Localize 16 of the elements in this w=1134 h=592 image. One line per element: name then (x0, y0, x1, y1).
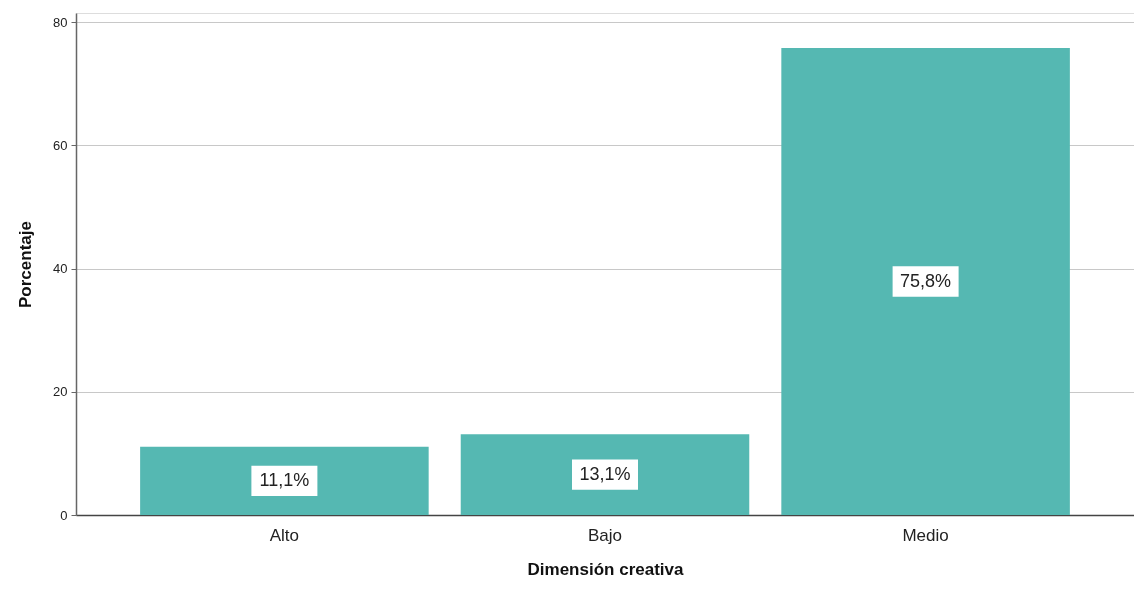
y-tick-label: 20 (53, 384, 68, 400)
y-tick-label: 60 (53, 137, 68, 153)
x-tick-label: Medio (902, 525, 949, 545)
x-tick-label: Alto (269, 525, 300, 545)
y-axis-title: Porcentaje (16, 221, 36, 308)
bar (781, 48, 1070, 515)
x-tick-label: Bajo (587, 525, 623, 545)
bar (140, 446, 429, 515)
y-tick-label: 0 (60, 507, 68, 523)
data-label: 11,1% (259, 469, 310, 490)
x-axis-title: Dimensión creativa (527, 559, 684, 579)
data-label: 75,8% (900, 270, 952, 291)
y-tick-label: 80 (53, 14, 68, 30)
bar (460, 434, 750, 515)
data-label: 13,1% (579, 463, 631, 484)
y-tick-label: 40 (53, 261, 68, 277)
